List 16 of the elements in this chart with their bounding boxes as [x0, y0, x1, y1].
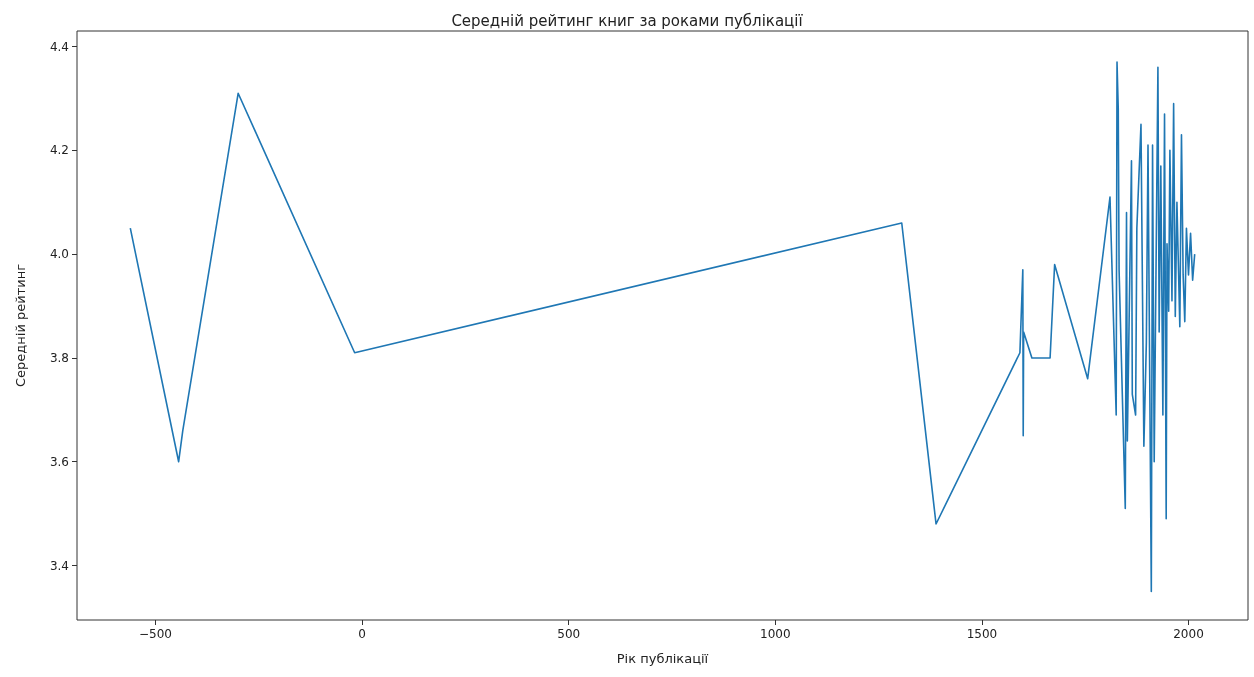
line-series: [129, 61, 1196, 593]
y-tick-label: 4.2: [49, 143, 69, 158]
y-tick-label: 4.4: [49, 39, 69, 54]
x-tick-label: −500: [139, 627, 172, 641]
y-tick-label: 3.6: [49, 454, 69, 469]
x-tick-label: 1000: [760, 627, 791, 641]
y-tick-label: 3.8: [49, 350, 69, 365]
x-tick-label: 2000: [1173, 627, 1204, 641]
y-tick-label: 3.4: [49, 558, 69, 573]
x-tick-label: 1500: [966, 627, 998, 641]
y-axis-title: Середній рейтинг: [13, 263, 28, 388]
x-tick-label: 0: [358, 627, 366, 641]
x-axis-title: Рік публікації: [616, 651, 709, 666]
x-tick-label: 500: [557, 627, 581, 641]
chart-title: Середній рейтинг книг за роками публікації: [451, 11, 804, 30]
y-tick-label: 4.0: [49, 247, 69, 262]
